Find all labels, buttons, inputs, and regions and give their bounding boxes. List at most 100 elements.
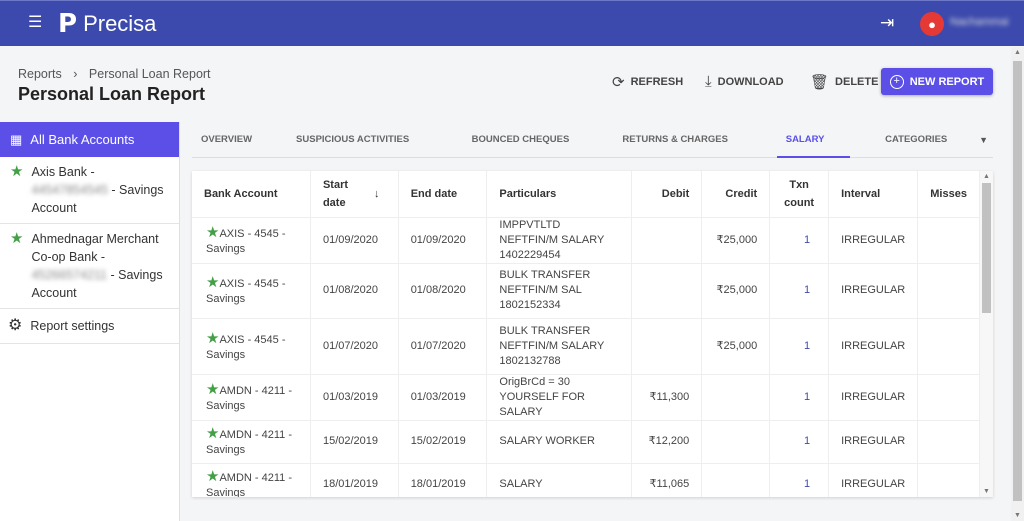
cell-txn-count: 1 xyxy=(769,374,830,421)
page-title: Personal Loan Report xyxy=(18,84,206,104)
table-row[interactable]: ★AXIS - 4545 - Savings 01/09/2020 01/09/20… xyxy=(192,217,980,264)
refresh-icon: ⟳ xyxy=(612,74,625,91)
cell-bank-account: ★AXIS - 4545 - Savings xyxy=(192,217,311,264)
col-start-date[interactable]: Start date ↓ xyxy=(310,171,399,218)
cell-particulars: IMPPVTLTD NEFTFIN/M SALARY 1402229454 xyxy=(486,217,633,264)
cell-txn-count: 1 xyxy=(769,463,830,497)
cell-start-date: 18/01/2019 xyxy=(310,463,399,497)
tab-returns-charges[interactable]: RETURNS & CHARGES [54] xyxy=(622,134,728,181)
tab-bounced-cheques[interactable]: BOUNCED CHEQUES [2] xyxy=(471,134,570,181)
sidebar-item-report-settings[interactable]: ⚙ Report settings xyxy=(0,309,179,344)
cell-misses xyxy=(917,420,980,464)
logout-icon[interactable]: ⇥ xyxy=(880,13,895,32)
cell-misses xyxy=(917,217,980,264)
col-interval[interactable]: Interval xyxy=(828,171,919,218)
logo[interactable]: P Precisa xyxy=(58,9,156,39)
download-button[interactable]: ⤓ DOWNLOAD xyxy=(705,73,784,90)
cell-credit: ₹25,000 xyxy=(701,318,771,375)
cell-end-date: 01/08/2020 xyxy=(398,263,488,319)
plus-circle-icon: + xyxy=(889,74,904,89)
cell-end-date: 01/09/2020 xyxy=(398,217,488,264)
download-label: DOWNLOAD xyxy=(717,75,784,88)
cell-credit xyxy=(701,420,771,464)
tab-bar: OVERVIEW SUSPICIOUS ACTIVITIES [247] BOU… xyxy=(192,122,993,181)
cell-particulars: BULK TRANSFER NEFTFIN/M SALARY 180213278… xyxy=(486,318,633,375)
col-particulars[interactable]: Particulars xyxy=(486,171,633,218)
col-misses[interactable]: Misses xyxy=(917,171,980,218)
refresh-button[interactable]: ⟳ REFRESH xyxy=(612,73,683,91)
cell-bank-account: ★AXIS - 4545 - Savings xyxy=(192,263,311,319)
top-bar: ☰ P Precisa ⇥ ● Nachammai xyxy=(0,0,1024,46)
star-icon: ★ xyxy=(206,329,220,347)
sidebar-item-account[interactable]: ★ Axis Bank -44547854545 - Savings Accou… xyxy=(0,157,179,224)
col-txn-count[interactable]: Txn count xyxy=(769,171,830,218)
scroll-up-icon[interactable]: ▲ xyxy=(1014,49,1021,56)
col-debit[interactable]: Debit xyxy=(631,171,703,218)
cell-start-date: 15/02/2019 xyxy=(310,420,399,464)
breadcrumb-separator: › xyxy=(73,67,78,81)
bank-account-label: AMDN - 4211 - Savings xyxy=(206,471,292,498)
cell-debit xyxy=(631,217,703,264)
cell-credit xyxy=(701,374,771,421)
table-row[interactable]: ★AMDN - 4211 - Savings 01/03/2019 01/03/20… xyxy=(192,374,980,421)
table-row[interactable]: ★AXIS - 4545 - Savings 01/07/2020 01/07/20… xyxy=(192,318,980,375)
account-label: Axis Bank -44547854545 - Savings Account xyxy=(31,165,164,215)
download-icon: ⤓ xyxy=(705,73,712,90)
table-header-row: Bank Account Start date ↓ End date Parti… xyxy=(192,171,980,218)
page-scrollbar[interactable]: ▲ ▼ xyxy=(1011,47,1024,521)
delete-button[interactable]: 🗑 DELETE xyxy=(810,73,878,91)
cell-start-date: 01/03/2019 xyxy=(310,374,399,421)
breadcrumb-reports[interactable]: Reports xyxy=(18,67,62,81)
star-icon: ★ xyxy=(206,380,220,398)
cell-misses xyxy=(917,318,980,375)
tab-salary[interactable]: SALARY [16] xyxy=(776,122,851,181)
scroll-down-icon[interactable]: ▼ xyxy=(1014,512,1021,519)
cell-start-date: 01/09/2020 xyxy=(310,217,399,264)
scroll-up-icon[interactable]: ▲ xyxy=(983,173,990,180)
tab-scroll-down-icon[interactable]: ▼ xyxy=(979,135,988,145)
cell-misses xyxy=(917,463,980,497)
cell-particulars: SALARY xyxy=(486,463,633,497)
table-scrollbar-thumb[interactable] xyxy=(982,183,991,313)
cell-interval: IRREGULAR xyxy=(828,217,919,264)
star-icon: ★ xyxy=(206,467,220,485)
sidebar-item-label: All Bank Accounts xyxy=(30,132,135,147)
bank-account-label: AXIS - 4545 - Savings xyxy=(206,227,286,255)
sidebar-item-account[interactable]: ★ Ahmednagar Merchant Co-op Bank -452665… xyxy=(0,224,179,309)
tab-suspicious-activities[interactable]: SUSPICIOUS ACTIVITIES [247] xyxy=(296,134,410,181)
brand-name: Precisa xyxy=(83,11,157,36)
tab-categories[interactable]: CATEGORIES [7] xyxy=(885,134,948,181)
avatar[interactable]: ● xyxy=(920,12,944,36)
tab-overview[interactable]: OVERVIEW xyxy=(201,134,253,145)
cell-interval: IRREGULAR xyxy=(828,463,919,497)
salary-table-card: Bank Account Start date ↓ End date Parti… xyxy=(192,171,993,497)
cell-interval: IRREGULAR xyxy=(828,263,919,319)
new-report-button[interactable]: + NEW REPORT xyxy=(881,68,993,95)
table-row[interactable]: ★AMDN - 4211 - Savings 18/01/2019 18/01/20… xyxy=(192,463,980,497)
table-row[interactable]: ★AMDN - 4211 - Savings 15/02/2019 15/02/20… xyxy=(192,420,980,464)
star-icon: ★ xyxy=(10,230,24,247)
cell-start-date: 01/07/2020 xyxy=(310,318,399,375)
cell-txn-count: 1 xyxy=(769,420,830,464)
refresh-label: REFRESH xyxy=(630,76,684,88)
cell-bank-account: ★AMDN - 4211 - Savings xyxy=(192,463,311,498)
breadcrumb: Reports › Personal Loan Report xyxy=(18,67,219,81)
delete-label: DELETE xyxy=(835,76,879,88)
page-scrollbar-thumb[interactable] xyxy=(1013,61,1022,501)
col-bank-account[interactable]: Bank Account xyxy=(192,171,311,218)
table-scrollbar[interactable]: ▲ ▼ xyxy=(980,171,993,497)
col-end-date[interactable]: End date xyxy=(398,171,488,218)
hamburger-icon[interactable]: ☰ xyxy=(28,14,43,31)
cell-misses xyxy=(917,263,980,319)
sidebar-item-all-accounts[interactable]: ▦ All Bank Accounts xyxy=(0,122,179,157)
bank-account-label: AMDN - 4211 - Savings xyxy=(206,384,292,412)
table-row[interactable]: ★AXIS - 4545 - Savings 01/08/2020 01/08/20… xyxy=(192,263,980,319)
cell-debit: ₹11,300 xyxy=(631,374,703,421)
account-label: Ahmednagar Merchant Co-op Bank -45266574… xyxy=(31,232,163,300)
cell-credit: ₹25,000 xyxy=(701,263,771,319)
new-report-label: NEW REPORT xyxy=(909,75,985,88)
arrow-down-icon[interactable]: ↓ xyxy=(374,187,380,200)
scroll-down-icon[interactable]: ▼ xyxy=(983,488,990,495)
user-name[interactable]: Nachammai xyxy=(950,16,1009,28)
col-credit[interactable]: Credit xyxy=(701,171,771,218)
